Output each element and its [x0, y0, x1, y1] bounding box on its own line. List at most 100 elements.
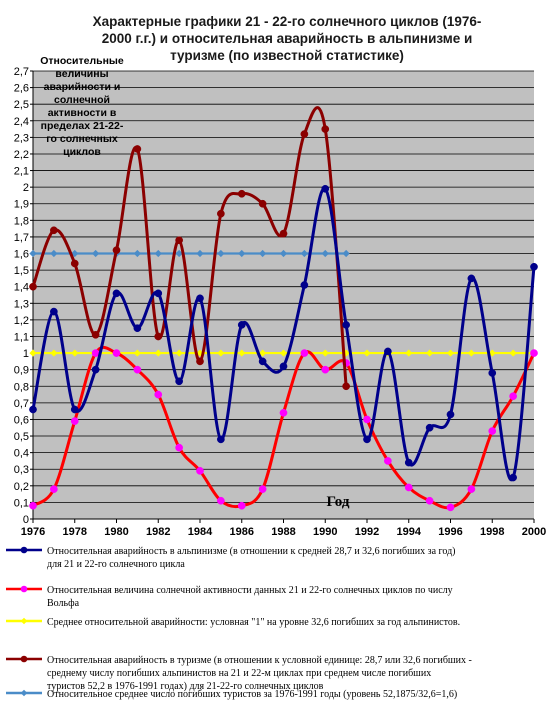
- y-tick-label: 1,5: [14, 265, 29, 277]
- data-point: [154, 289, 163, 298]
- legend-label: туристов 52,2 в 1976-1991 годах) для 21-…: [47, 681, 324, 692]
- annotation-line-3: аварийности и: [44, 81, 121, 93]
- data-point: [70, 259, 79, 268]
- series-1: [29, 184, 538, 482]
- data-point: [29, 501, 37, 510]
- data-point: [175, 377, 183, 386]
- series-line: [31, 187, 536, 482]
- y-tick-label: 2,4: [14, 116, 29, 128]
- data-point: [133, 349, 141, 357]
- x-axis-label: Год: [327, 494, 350, 510]
- data-point: [112, 289, 121, 298]
- y-tick-label: 2,2: [14, 149, 29, 161]
- y-tick-label: 1,7: [14, 232, 29, 244]
- data-point: [237, 189, 246, 198]
- legend-item-4: Относительная аварийность в туризме (в о…: [6, 655, 472, 692]
- y-tick-label: 1,9: [14, 199, 29, 211]
- x-tick-label: 2000: [522, 526, 546, 538]
- data-point: [509, 473, 517, 482]
- x-axis-ticks: 1976 1978 1980 1982 1984 1986 1988 1990 1992 1994…: [21, 519, 546, 538]
- data-point: [279, 362, 288, 371]
- y-tick-label: 1,2: [14, 315, 29, 327]
- legend-label: Относительная аварийность в альпинизме (…: [47, 546, 456, 557]
- data-point: [259, 249, 267, 258]
- legend-swatch-marker: [20, 585, 28, 593]
- data-point: [112, 349, 121, 357]
- data-point: [92, 249, 100, 258]
- legend: Относительная аварийность в альпинизме (…: [6, 546, 472, 700]
- x-tick-label: 1992: [355, 526, 379, 538]
- x-tick-label: 1998: [480, 526, 504, 538]
- data-point: [321, 125, 330, 133]
- data-point: [300, 249, 308, 258]
- data-point: [467, 274, 476, 283]
- series-4: [29, 106, 350, 391]
- data-point: [175, 443, 183, 452]
- y-tick-label: 2,6: [14, 83, 29, 95]
- data-point: [279, 349, 288, 357]
- series-5: [29, 249, 350, 258]
- data-point: [321, 349, 329, 357]
- legend-item-3: Среднее относительной аварийности: услов…: [6, 617, 460, 628]
- annotation-line-1: Относительные: [40, 55, 124, 67]
- title-line-2: 2000 г.г.) и относительная аварийность в…: [102, 31, 473, 46]
- data-point: [237, 321, 246, 329]
- data-point: [238, 349, 246, 357]
- data-point: [217, 249, 225, 258]
- data-point: [467, 485, 476, 493]
- annotation-line-5: активности в: [48, 107, 117, 119]
- x-tick-label: 1978: [63, 526, 87, 538]
- title-line-3: туризме (по известной статистике): [170, 48, 404, 63]
- y-tick-label: 1,8: [14, 215, 29, 227]
- series-2: [29, 345, 538, 512]
- data-point: [91, 365, 100, 374]
- y-tick-label: 1,4: [14, 282, 29, 294]
- data-point: [300, 281, 309, 289]
- data-point: [530, 349, 538, 357]
- data-point: [196, 467, 204, 475]
- data-point: [50, 249, 58, 258]
- y-tick-label: 0,1: [14, 497, 29, 509]
- data-point: [175, 236, 183, 245]
- data-point: [509, 349, 517, 357]
- chart-title: Характерные графики 21 - 22-го солнечног…: [93, 14, 482, 63]
- data-point: [258, 199, 267, 208]
- data-point: [133, 249, 141, 258]
- data-point: [363, 349, 371, 357]
- data-point: [196, 249, 204, 258]
- x-tick-label: 1996: [438, 526, 462, 538]
- data-point: [237, 501, 246, 510]
- data-point: [404, 458, 413, 467]
- data-point: [70, 405, 79, 414]
- data-point: [488, 369, 497, 377]
- y-tick-label: 0,8: [14, 381, 29, 393]
- legend-item-2: Относительная величина солнечной активно…: [6, 585, 453, 609]
- legend-label: Относительное среднее число погибших тур…: [47, 689, 457, 700]
- data-point: [217, 349, 225, 357]
- annotation-line-4: солнечной: [54, 94, 110, 106]
- data-point: [300, 349, 309, 357]
- data-point: [71, 349, 79, 357]
- data-point: [196, 349, 204, 357]
- data-point: [29, 249, 37, 258]
- data-point: [342, 249, 350, 258]
- data-point: [363, 415, 371, 424]
- data-point: [175, 349, 183, 357]
- data-point: [29, 282, 37, 291]
- data-point: [342, 321, 350, 329]
- legend-label: Вольфа: [47, 598, 80, 609]
- series-layer: [29, 106, 538, 512]
- x-tick-label: 1982: [146, 526, 170, 538]
- data-point: [363, 435, 371, 444]
- y-tick-label: 0,2: [14, 481, 29, 493]
- y-tick-label: 2: [23, 182, 29, 194]
- annotation-line-7: го солнечных: [46, 133, 118, 145]
- data-point: [196, 294, 204, 303]
- data-point: [384, 347, 392, 356]
- data-point: [446, 410, 455, 419]
- data-point: [217, 435, 225, 444]
- data-point: [50, 349, 58, 357]
- y-tick-label: 2,5: [14, 99, 29, 111]
- annotation-line-2: величины: [55, 68, 108, 80]
